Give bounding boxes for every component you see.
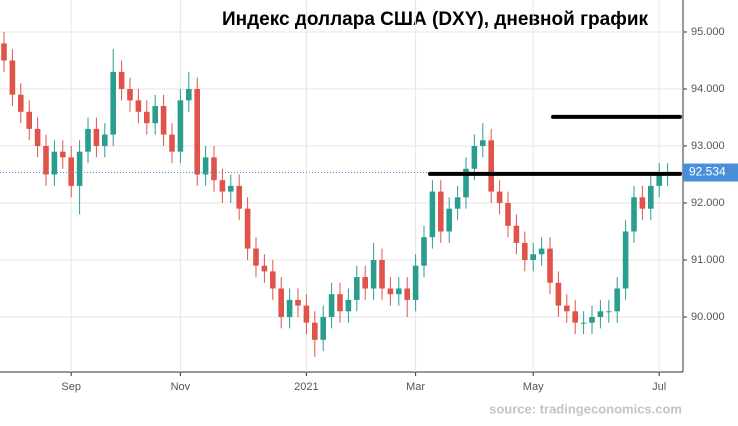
- candle-body: [496, 191, 503, 203]
- candle-body: [144, 111, 150, 124]
- candle-body: [202, 157, 209, 175]
- candle-body: [320, 316, 326, 340]
- candle-body: [160, 106, 167, 135]
- candle-body: [211, 157, 217, 181]
- y-tick-label: 93.000: [691, 140, 725, 152]
- candle-body: [236, 185, 242, 209]
- candle-body: [34, 128, 41, 146]
- candle-body: [354, 277, 360, 300]
- candle-body: [530, 254, 536, 260]
- candle-body: [244, 208, 251, 249]
- y-tick-label: 95.000: [691, 26, 725, 38]
- x-tick-label: Sep: [61, 381, 81, 393]
- candle-body: [270, 271, 276, 289]
- candle-body: [488, 140, 494, 192]
- x-tick-label: Jul: [652, 381, 666, 393]
- candle-body: [580, 322, 587, 324]
- candle-body: [606, 311, 612, 313]
- candle-body: [169, 134, 175, 152]
- candle-body: [286, 299, 293, 317]
- candle-body: [253, 248, 259, 266]
- x-tick-label: 2021: [294, 381, 318, 393]
- y-tick-label: 94.000: [691, 83, 725, 95]
- candle-body: [404, 288, 410, 300]
- candle-body: [631, 197, 637, 232]
- chart-title: Индекс доллара США (DXY), дневной график: [222, 9, 649, 30]
- candle-body: [572, 311, 578, 323]
- candle-body: [219, 180, 226, 192]
- last-price-label: 92.534: [689, 165, 726, 179]
- candle-body: [102, 134, 108, 146]
- candle-body: [589, 316, 595, 323]
- candle-body: [505, 202, 511, 226]
- x-tick-label: Nov: [171, 381, 191, 393]
- candle-body: [656, 174, 662, 186]
- candle-body: [1, 43, 7, 61]
- candle-body: [345, 299, 352, 312]
- candle-body: [194, 88, 200, 175]
- last-price-tag: [683, 163, 738, 182]
- candle-body: [303, 305, 310, 323]
- candle-body: [463, 168, 469, 198]
- candle-body: [93, 128, 100, 146]
- candle-body: [639, 197, 646, 209]
- candle-body: [186, 88, 192, 101]
- candle-body: [412, 265, 419, 300]
- y-tick-label: 92.000: [691, 197, 725, 209]
- candle-body: [648, 185, 654, 209]
- candle-body: [387, 288, 394, 295]
- candle-body: [480, 140, 486, 146]
- candle-body: [261, 265, 268, 272]
- candle-body: [278, 288, 284, 317]
- candle-body: [614, 288, 620, 312]
- candle-body: [43, 145, 49, 175]
- candle-body: [328, 294, 335, 317]
- candle-body: [362, 277, 368, 289]
- candle-body: [127, 88, 133, 101]
- candle-body: [471, 145, 478, 169]
- candle-body: [26, 111, 32, 129]
- candle-body: [446, 208, 452, 232]
- candle-body: [454, 197, 461, 209]
- candle-body: [85, 128, 91, 152]
- candle-body: [370, 259, 377, 289]
- x-tick-label: Mar: [406, 381, 425, 393]
- candle-body: [60, 151, 66, 158]
- candle-body: [547, 248, 553, 283]
- candle-body: [538, 248, 545, 255]
- candle-body: [177, 100, 184, 152]
- candle-body: [110, 71, 116, 135]
- candle-body: [429, 191, 436, 238]
- candle-body: [522, 242, 528, 260]
- candle-body: [421, 237, 427, 266]
- candle-body: [51, 151, 58, 175]
- candle-body: [396, 288, 402, 295]
- y-tick-label: 90.000: [691, 311, 725, 323]
- candle-body: [135, 100, 142, 112]
- candle-body: [312, 322, 318, 340]
- candle-body: [228, 185, 234, 192]
- candle-body: [564, 305, 570, 312]
- candle-body: [18, 94, 24, 112]
- candle-body: [337, 294, 343, 312]
- candle-body: [555, 282, 562, 306]
- candle-body: [118, 71, 125, 89]
- candle-body: [152, 106, 158, 124]
- candle-body: [622, 231, 629, 289]
- candle-body: [68, 157, 74, 186]
- x-tick-label: May: [523, 381, 544, 393]
- source: source: tradingeconomics.com: [489, 401, 682, 416]
- candle-body: [513, 225, 520, 243]
- candle-body: [76, 151, 83, 186]
- candle-body: [597, 311, 604, 317]
- candle-body: [295, 299, 301, 306]
- candle-body: [438, 191, 444, 232]
- candle-body: [9, 60, 16, 95]
- candle-body: [379, 259, 385, 289]
- y-tick-label: 91.000: [691, 254, 725, 266]
